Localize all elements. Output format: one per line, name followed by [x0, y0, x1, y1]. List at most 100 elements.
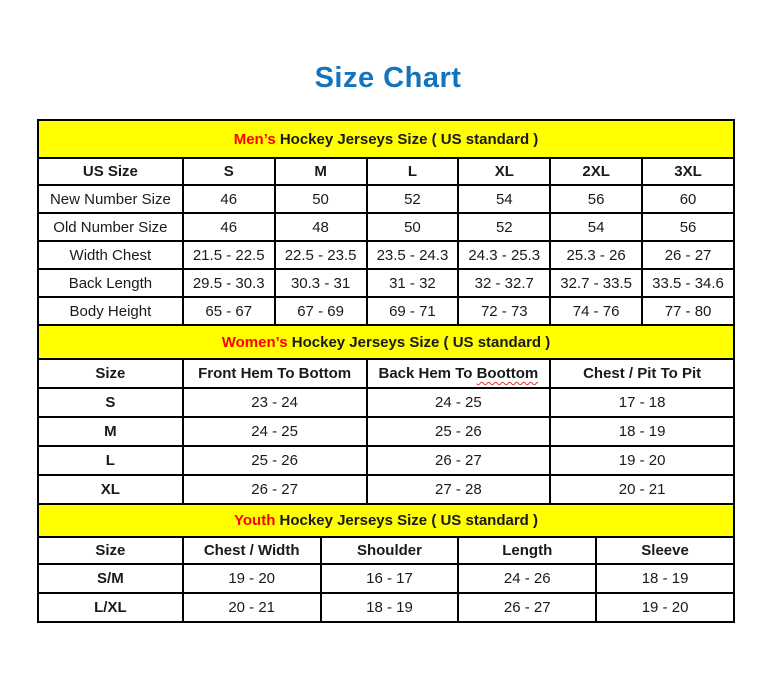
mens-cell-1-0: 46: [181, 212, 276, 242]
womens-row-1: M 24 - 25 25 - 26 18 - 19: [37, 416, 735, 447]
youth-column-header-1: Chest / Width: [181, 536, 322, 565]
womens-banner-highlight: Women’s: [221, 333, 288, 351]
womens-banner-row: Women’s Hockey Jerseys Size ( US standar…: [37, 324, 735, 360]
mens-cell-3-0: 29.5 - 30.3: [181, 268, 276, 298]
youth-cell-1-3: 19 - 20: [595, 592, 735, 623]
youth-header-row: Size Chest / Width Shoulder Length Sleeve: [37, 536, 735, 565]
youth-cell-1-1: 18 - 19: [319, 592, 460, 623]
mens-cell-0-0: 46: [181, 184, 276, 214]
mens-banner-cell: Men’s Hockey Jerseys Size ( US standard …: [37, 119, 735, 159]
mens-row-0: New Number Size 46 50 52 54 56 60: [37, 184, 735, 214]
youth-cell-0-3: 18 - 19: [595, 563, 735, 594]
youth-column-header-2: Shoulder: [319, 536, 460, 565]
page-title: Size Chart: [314, 62, 462, 94]
mens-cell-2-3: 24.3 - 25.3: [457, 240, 552, 270]
womens-cell-3-0: 26 - 27: [181, 474, 368, 505]
womens-size-table: Women’s Hockey Jerseys Size ( US standar…: [37, 324, 735, 505]
womens-row-label-0: S: [37, 387, 184, 418]
womens-row-label-2: L: [37, 445, 184, 476]
mens-size-table: Men’s Hockey Jerseys Size ( US standard …: [37, 119, 735, 326]
mens-cell-3-1: 30.3 - 31: [273, 268, 368, 298]
youth-column-header-3: Length: [457, 536, 598, 565]
mens-cell-1-3: 52: [457, 212, 552, 242]
mens-column-header-6: 3XL: [641, 157, 735, 186]
mens-column-header-0: US Size: [37, 157, 184, 186]
mens-cell-2-4: 25.3 - 26: [549, 240, 644, 270]
youth-row-1: L/XL 20 - 21 18 - 19 26 - 27 19 - 20: [37, 592, 735, 623]
mens-cell-0-2: 52: [365, 184, 460, 214]
mens-column-header-4: XL: [457, 157, 552, 186]
mens-column-header-5: 2XL: [549, 157, 644, 186]
youth-cell-1-2: 26 - 27: [457, 592, 598, 623]
mens-cell-2-0: 21.5 - 22.5: [181, 240, 276, 270]
mens-cell-4-3: 72 - 73: [457, 296, 552, 326]
mens-row-label-4: Body Height: [37, 296, 184, 326]
womens-row-label-3: XL: [37, 474, 184, 505]
mens-cell-0-3: 54: [457, 184, 552, 214]
mens-cell-3-4: 32.7 - 33.5: [549, 268, 644, 298]
mens-row-label-2: Width Chest: [37, 240, 184, 270]
mens-cell-4-0: 65 - 67: [181, 296, 276, 326]
womens-row-label-1: M: [37, 416, 184, 447]
youth-row-label-0: S/M: [37, 563, 184, 594]
mens-column-header-3: L: [365, 157, 460, 186]
mens-row-label-3: Back Length: [37, 268, 184, 298]
mens-column-header-2: M: [273, 157, 368, 186]
mens-banner-highlight: Men’s: [233, 130, 276, 148]
womens-cell-0-0: 23 - 24: [181, 387, 368, 418]
womens-cell-2-1: 26 - 27: [365, 445, 552, 476]
youth-column-header-0: Size: [37, 536, 184, 565]
youth-banner-highlight: Youth: [234, 512, 276, 529]
mens-cell-0-1: 50: [273, 184, 368, 214]
womens-column-header-2: Back Hem To Boottom: [365, 358, 552, 389]
mens-cell-0-5: 60: [641, 184, 735, 214]
youth-row-0: S/M 19 - 20 16 - 17 24 - 26 18 - 19: [37, 563, 735, 594]
mens-cell-1-4: 54: [549, 212, 644, 242]
mens-column-header-1: S: [181, 157, 276, 186]
size-tables-container: Men’s Hockey Jerseys Size ( US standard …: [37, 119, 735, 623]
mens-cell-3-3: 32 - 32.7: [457, 268, 552, 298]
youth-size-table: Youth Hockey Jerseys Size ( US standard …: [37, 503, 735, 623]
mens-cell-3-2: 31 - 32: [365, 268, 460, 298]
youth-column-header-4: Sleeve: [595, 536, 735, 565]
mens-cell-4-4: 74 - 76: [549, 296, 644, 326]
womens-cell-0-2: 17 - 18: [549, 387, 735, 418]
womens-column-header-0: Size: [37, 358, 184, 389]
mens-cell-3-5: 33.5 - 34.6: [641, 268, 735, 298]
womens-column-header-1: Front Hem To Bottom: [181, 358, 368, 389]
womens-column-header-3: Chest / Pit To Pit: [549, 358, 735, 389]
womens-banner-cell: Women’s Hockey Jerseys Size ( US standar…: [37, 324, 735, 360]
womens-cell-0-1: 24 - 25: [365, 387, 552, 418]
mens-cell-4-2: 69 - 71: [365, 296, 460, 326]
mens-cell-2-5: 26 - 27: [641, 240, 735, 270]
youth-banner-cell: Youth Hockey Jerseys Size ( US standard …: [37, 503, 735, 538]
womens-cell-1-2: 18 - 19: [549, 416, 735, 447]
mens-cell-1-5: 56: [641, 212, 735, 242]
mens-row-1: Old Number Size 46 48 50 52 54 56: [37, 212, 735, 242]
youth-cell-0-2: 24 - 26: [457, 563, 598, 594]
mens-row-2: Width Chest 21.5 - 22.5 22.5 - 23.5 23.5 - …: [37, 240, 735, 270]
womens-cell-1-0: 24 - 25: [181, 416, 368, 447]
mens-cell-0-4: 56: [549, 184, 644, 214]
womens-cell-1-1: 25 - 26: [365, 416, 552, 447]
youth-cell-0-0: 19 - 20: [181, 563, 322, 594]
mens-row-3: Back Length 29.5 - 30.3 30.3 - 31 31 - 32 32…: [37, 268, 735, 298]
mens-row-label-1: Old Number Size: [37, 212, 184, 242]
mens-row-label-0: New Number Size: [37, 184, 184, 214]
youth-cell-0-1: 16 - 17: [319, 563, 460, 594]
womens-row-0: S 23 - 24 24 - 25 17 - 18: [37, 387, 735, 418]
womens-row-2: L 25 - 26 26 - 27 19 - 20: [37, 445, 735, 476]
womens-cell-2-0: 25 - 26: [181, 445, 368, 476]
mens-header-row: US Size S M L XL 2XL 3XL: [37, 157, 735, 186]
mens-cell-2-2: 23.5 - 24.3: [365, 240, 460, 270]
youth-row-label-1: L/XL: [37, 592, 184, 623]
womens-row-3: XL 26 - 27 27 - 28 20 - 21: [37, 474, 735, 505]
mens-row-4: Body Height 65 - 67 67 - 69 69 - 71 72 - 73 7…: [37, 296, 735, 326]
womens-cell-3-2: 20 - 21: [549, 474, 735, 505]
womens-cell-2-2: 19 - 20: [549, 445, 735, 476]
mens-cell-2-1: 22.5 - 23.5: [273, 240, 368, 270]
misspelled-word: Boottom: [476, 365, 539, 382]
mens-cell-4-1: 67 - 69: [273, 296, 368, 326]
womens-cell-3-1: 27 - 28: [365, 474, 552, 505]
